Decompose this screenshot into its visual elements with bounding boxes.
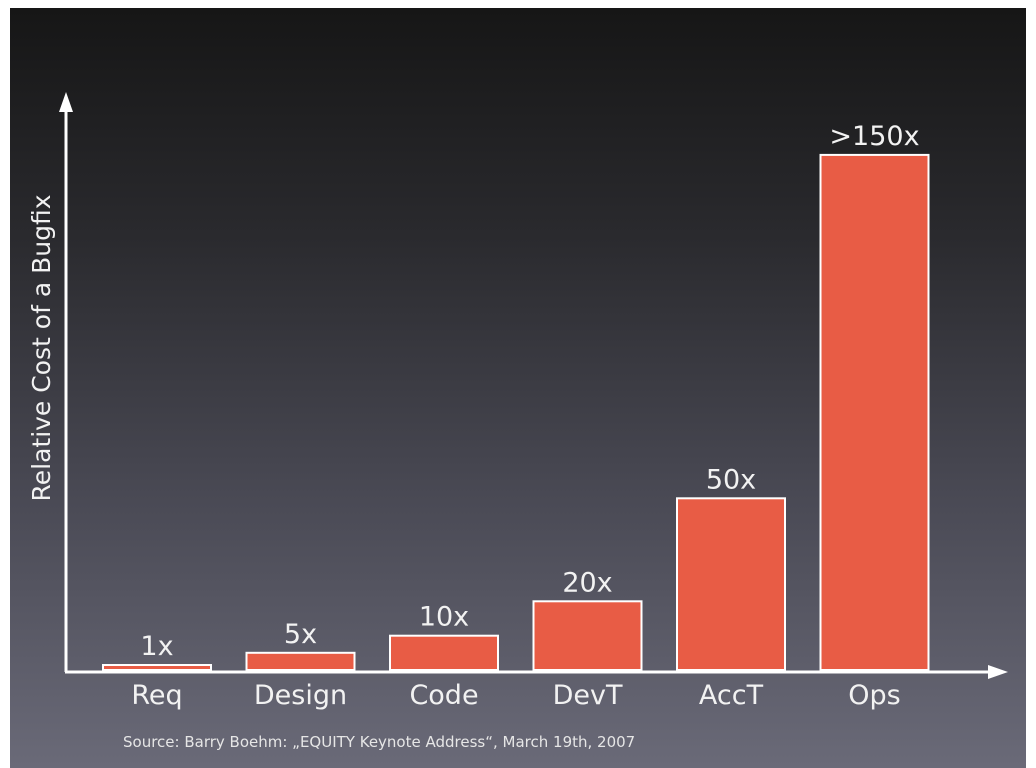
category-label-acct: AccT [699, 680, 764, 711]
bar-ops [819, 153, 930, 671]
value-label-code: 10x [419, 602, 469, 633]
bar-design [245, 651, 356, 671]
x-axis-arrowhead [988, 665, 1008, 679]
bar-chart: Relative Cost of a Bugfix 1x 5x 10x 20x 50x >… [27, 92, 1008, 711]
category-label-design: Design [254, 680, 347, 711]
value-label-devt: 20x [562, 567, 612, 598]
value-labels-group: 1x 5x 10x 20x 50x >150x [140, 121, 919, 662]
bars-group [102, 153, 930, 672]
slide-background: Relative Cost of a Bugfix 1x 5x 10x 20x 50x >… [10, 8, 1026, 768]
value-label-req: 1x [140, 631, 173, 662]
value-label-ops: >150x [829, 121, 919, 152]
chart-axes [59, 92, 1008, 679]
bar-code [389, 634, 499, 672]
value-label-acct: 50x [706, 464, 756, 495]
bar-acct [676, 497, 786, 671]
category-label-code: Code [409, 680, 478, 711]
y-axis-label: Relative Cost of a Bugfix [27, 194, 56, 501]
category-label-ops: Ops [848, 680, 900, 711]
category-label-req: Req [131, 680, 182, 711]
category-labels-group: Req Design Code DevT AccT Ops [131, 680, 900, 711]
bar-devt [532, 600, 643, 671]
category-label-devt: DevT [553, 680, 623, 711]
source-note: Source: Barry Boehm: „EQUITY Keynote Add… [123, 733, 636, 751]
value-label-design: 5x [284, 619, 317, 650]
y-axis-arrowhead [59, 92, 73, 112]
bar-req [102, 664, 212, 671]
